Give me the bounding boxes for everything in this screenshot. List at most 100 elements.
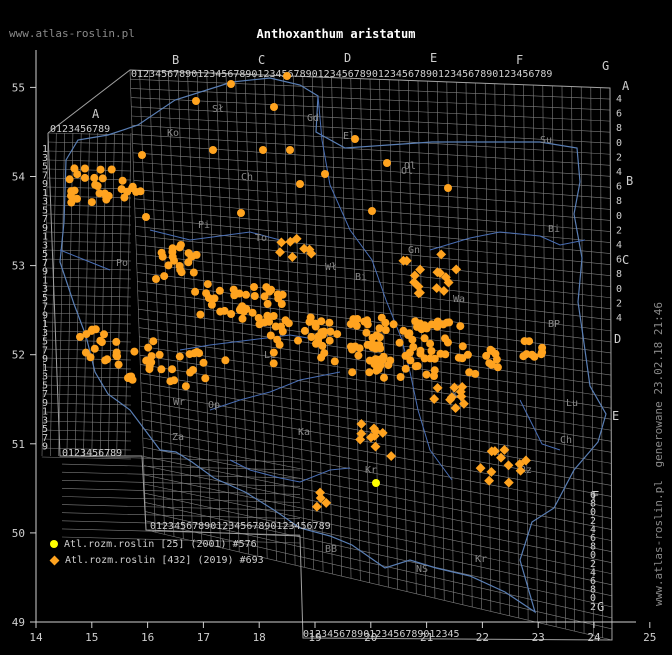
grid-line-west (66, 132, 74, 457)
grid-line-west-h (47, 159, 132, 163)
occurrence-point (519, 352, 528, 361)
occurrence-point (144, 343, 153, 352)
occurrence-point (227, 310, 236, 318)
occurrence-point (487, 360, 496, 369)
grid-line-west-h (44, 303, 132, 307)
occurrence-point (458, 342, 467, 351)
y-tick-label: 49 (12, 616, 25, 629)
legend: Atl.rozm.roslin [25] (2001) #576 Atl.roz… (49, 536, 264, 568)
occurrence-diamond (438, 285, 449, 296)
occurrence-point (311, 322, 320, 331)
grid-line-sw-h (61, 496, 301, 503)
occurrence-point (286, 146, 294, 154)
grid-digit-right: 6 (590, 576, 596, 587)
occurrence-point (81, 348, 90, 357)
occurrence-point (380, 373, 388, 382)
region-label: Ol (401, 166, 413, 177)
region-label: Gn (408, 245, 420, 256)
grid-digit-right: 2 (616, 152, 622, 163)
grid-line-west-h (42, 429, 132, 433)
grid-line-west-h (47, 177, 132, 181)
grid-line-west-h (42, 420, 132, 424)
grid-digit-left: 5 (42, 424, 48, 435)
grid-line-horizontal (131, 124, 611, 155)
occurrence-point (348, 345, 357, 354)
x-tick-label: 18 (253, 631, 266, 644)
occurrence-point (278, 327, 287, 336)
occurrence-point (321, 170, 329, 178)
grid-digit-right: 4 (616, 240, 622, 251)
occurrence-point (237, 209, 245, 217)
occurrence-point (262, 283, 271, 292)
occurrence-point (236, 304, 245, 313)
occurrence-diamond (445, 394, 456, 405)
grid-digit-left: 7 (42, 433, 48, 444)
occurrence-point (112, 337, 121, 346)
grid-digit-left: 3 (42, 328, 48, 339)
occurrence-point (164, 261, 173, 270)
occurrence-point (277, 300, 286, 308)
grid-line-horizontal (140, 373, 612, 453)
grid-digit-left: 7 (42, 302, 48, 313)
grid-line-sw-h (61, 463, 301, 471)
grid-line-horizontal (143, 446, 612, 541)
occurrence-point (306, 313, 315, 322)
occurrence-point (401, 351, 410, 360)
occurrence-diamond (386, 451, 397, 462)
orange-diamond-icon (49, 555, 60, 565)
occurrence-point (389, 320, 398, 329)
grid-line-west-h (41, 456, 132, 460)
legend-label-2001: Atl.rozm.roslin [25] (2001) #576 (64, 538, 257, 550)
grid-digit-left: 5 (42, 293, 48, 304)
region-label: Pi (198, 220, 210, 231)
occurrence-point (250, 292, 259, 300)
grid-digit-left: 9 (42, 179, 48, 190)
grid-line-west-h (46, 195, 132, 199)
occurrence-point (443, 338, 452, 347)
x-tick-label: 16 (141, 631, 154, 644)
grid-line-horizontal (141, 410, 612, 497)
occurrence-diamond (432, 382, 443, 393)
region-label: Op (208, 400, 220, 411)
grid-line-west (99, 132, 107, 457)
grid-letter-right: C (622, 253, 629, 267)
grid-line-west-h (46, 204, 132, 208)
occurrence-point (87, 198, 96, 207)
occurrence-diamond (276, 237, 287, 248)
occurrence-point (155, 350, 164, 359)
grid-line-horizontal (136, 262, 611, 321)
occurrence-point (269, 348, 278, 357)
occurrence-point (100, 330, 108, 339)
grid-digit-right: 0 (590, 507, 596, 518)
grid-digit-right: 8 (590, 585, 596, 596)
legend-item-2019: Atl.rozm.roslin [432] (2019) #693 (49, 552, 264, 568)
grid-line-west-h (47, 168, 132, 172)
occurrence-diamond (370, 441, 381, 452)
x-tick-label: 23 (532, 631, 545, 644)
region-label: Wa (453, 294, 465, 305)
grid-digit-right: 4 (590, 524, 596, 535)
grid-line-horizontal (130, 97, 611, 122)
occurrence-point (317, 317, 326, 326)
grid-digit-right: 6 (590, 490, 596, 501)
site-url-vertical-text[interactable]: www.atlas-roslin.pl (652, 480, 665, 606)
grid-digit-left: 9 (42, 398, 48, 409)
occurrence-point (168, 248, 177, 256)
occurrence-point (138, 151, 146, 159)
grid-digit-right: 6 (616, 255, 622, 266)
occurrence-point (260, 292, 269, 301)
grid-line-west-h (45, 240, 132, 244)
region-label: Za (172, 432, 184, 443)
site-url-top[interactable]: www.atlas-roslin.pl (9, 27, 135, 40)
occurrence-point (91, 180, 100, 189)
occurrence-point (371, 355, 380, 364)
occurrence-diamond (499, 444, 510, 455)
occurrence-diamond (457, 381, 468, 392)
occurrence-point (427, 320, 436, 329)
region-label: BB (325, 544, 337, 555)
occurrence-point (482, 351, 491, 360)
occurrence-point (270, 103, 278, 111)
occurrence-point (157, 365, 166, 374)
occurrence-point (175, 352, 184, 361)
grid-line-sw-h (61, 536, 301, 544)
